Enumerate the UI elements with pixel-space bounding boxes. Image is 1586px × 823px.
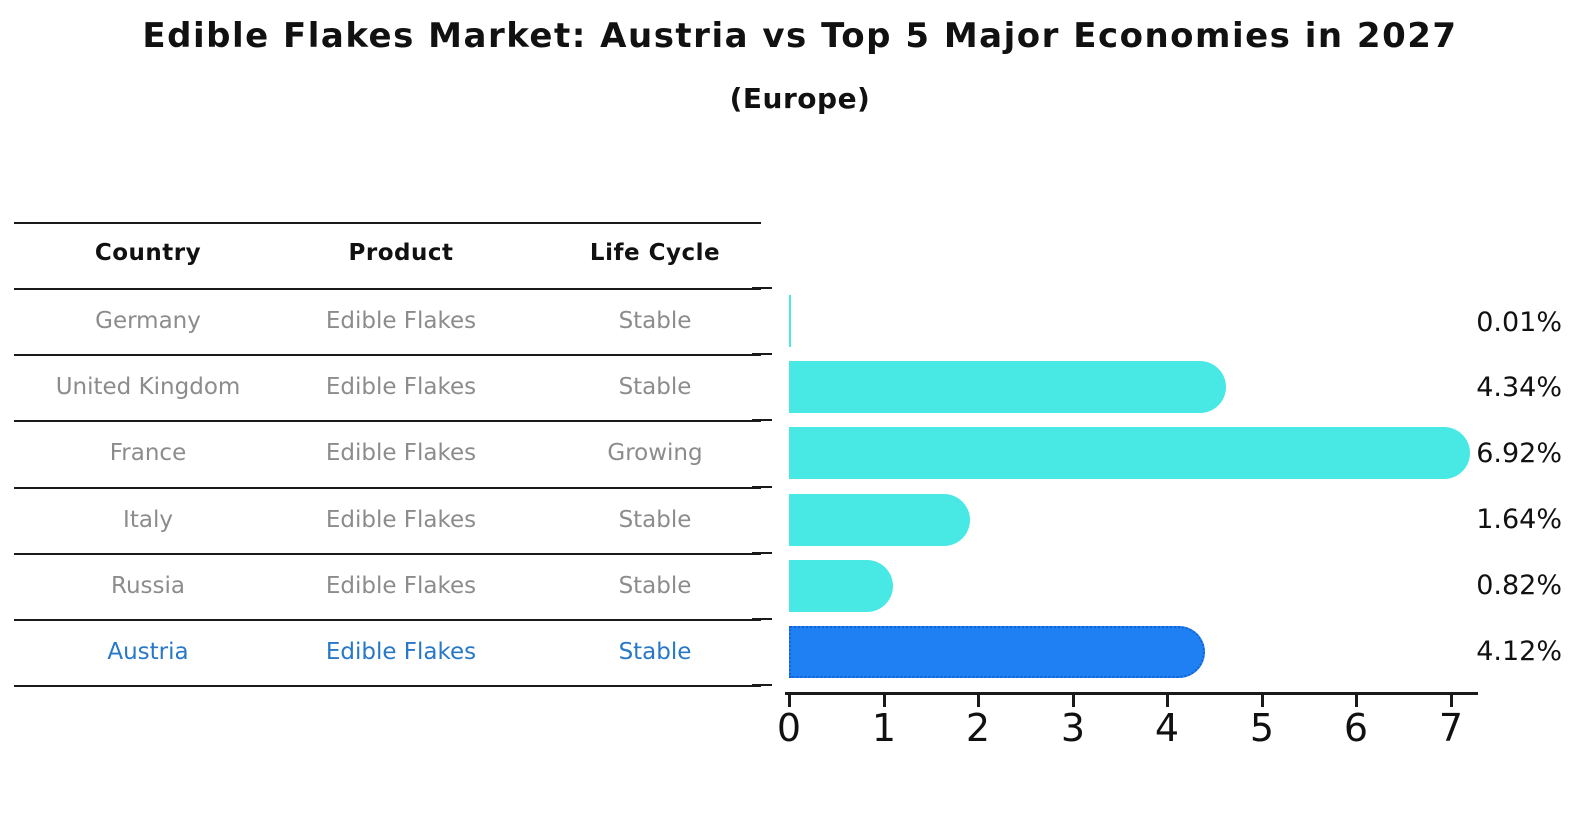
chart-title: Edible Flakes Market: Austria vs Top 5 M… [142,16,1458,56]
cell-product: Edible Flakes [325,374,477,400]
x-tick [1450,695,1453,707]
cell-product: Edible Flakes [325,639,477,665]
x-tick-label: 2 [965,706,991,750]
y-tick [752,684,772,686]
table-rule [14,354,761,356]
x-tick-label: 6 [1343,706,1369,750]
table-rule [14,487,761,489]
cell-life-cycle: Growing [607,440,703,466]
x-tick-label: 0 [776,706,802,750]
table-rule [14,420,761,422]
x-axis [785,692,1478,695]
x-tick-label: 3 [1060,706,1086,750]
cell-life-cycle: Stable [618,308,692,334]
bar-germany [789,295,791,347]
y-tick [752,552,772,554]
table-rule [14,685,761,687]
table-rule [14,553,761,555]
cell-country: Austria [107,639,189,665]
table-header-life-cycle: Life Cycle [589,240,721,266]
y-tick [752,419,772,421]
bar-united-kingdom [789,361,1226,413]
cell-country: Italy [123,507,173,533]
table-header-product: Product [348,240,454,266]
y-tick [752,353,772,355]
cell-product: Edible Flakes [325,308,477,334]
value-label: 1.64% [1476,504,1562,535]
chart-subtitle: (Europe) [729,82,871,115]
cell-product: Edible Flakes [325,440,477,466]
x-tick [883,695,886,707]
bar-russia [789,560,893,612]
cell-country: Russia [111,573,185,599]
cell-country: France [109,440,187,466]
table-rule [14,619,761,621]
value-label: 0.82% [1476,570,1562,601]
table-header-country: Country [94,240,202,266]
table-rule [14,222,761,224]
cell-life-cycle: Stable [618,507,692,533]
value-label: 4.34% [1476,372,1562,403]
cell-life-cycle: Stable [618,639,692,665]
table-rule [14,288,761,290]
cell-country: United Kingdom [55,374,241,400]
bar-italy [789,494,971,546]
x-tick [788,695,791,707]
cell-life-cycle: Stable [618,374,692,400]
y-tick [752,486,772,488]
x-tick-label: 1 [871,706,897,750]
x-tick [1261,695,1264,707]
x-tick [977,695,980,707]
cell-life-cycle: Stable [618,573,692,599]
value-label: 4.12% [1476,636,1562,667]
cell-product: Edible Flakes [325,573,477,599]
cell-product: Edible Flakes [325,507,477,533]
x-tick [1355,695,1358,707]
bar-france [789,427,1470,479]
y-tick [752,618,772,620]
value-label: 6.92% [1476,438,1562,469]
x-tick-label: 5 [1249,706,1275,750]
x-tick-label: 7 [1438,706,1464,750]
y-tick [752,287,772,289]
cell-country: Germany [95,308,201,334]
x-tick [1072,695,1075,707]
x-tick-label: 4 [1154,706,1180,750]
bar-austria [789,626,1205,678]
value-label: 0.01% [1476,307,1562,338]
x-tick [1166,695,1169,707]
